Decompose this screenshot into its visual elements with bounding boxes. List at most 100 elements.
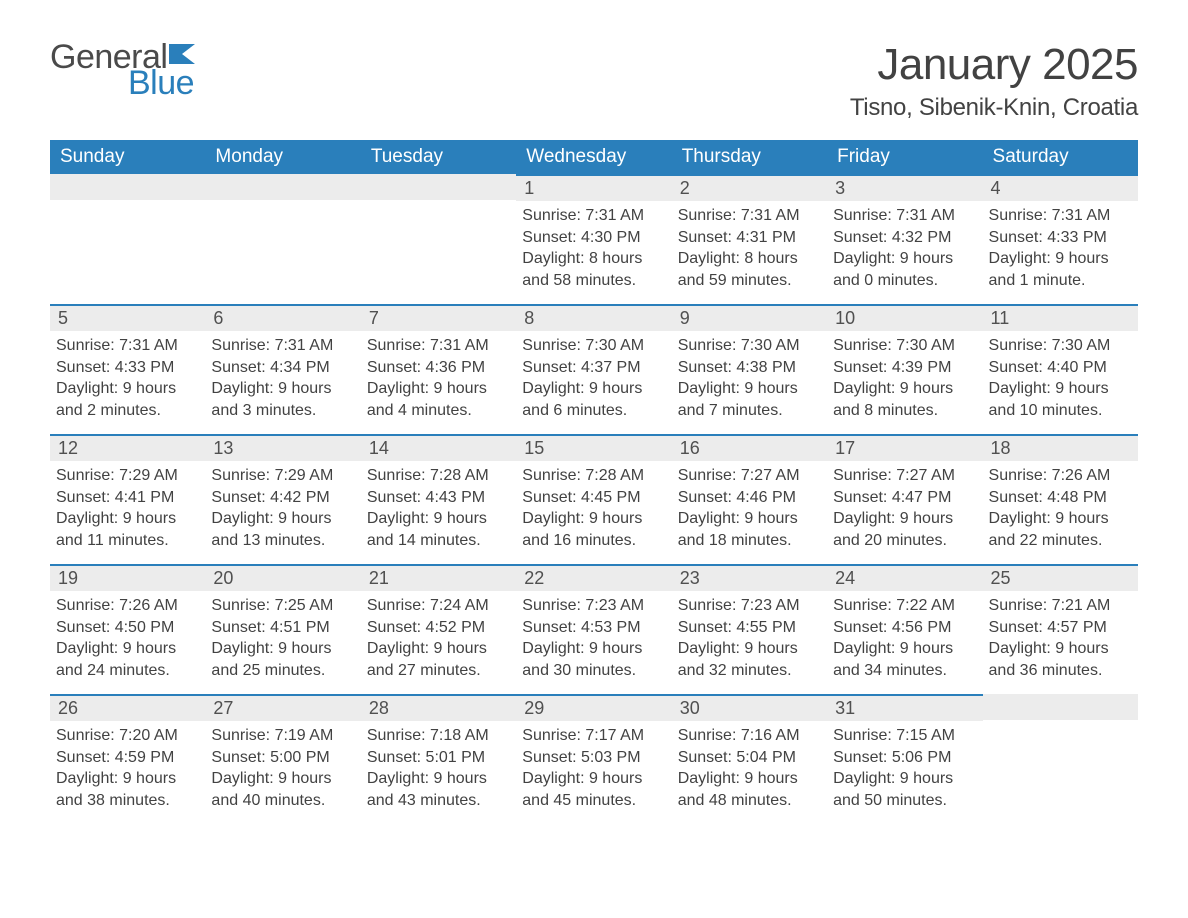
day-sunrise: Sunrise: 7:29 AM xyxy=(56,465,199,487)
day-sunset: Sunset: 4:42 PM xyxy=(211,487,354,509)
day-sunset: Sunset: 5:01 PM xyxy=(367,747,510,769)
calendar-cell: 6Sunrise: 7:31 AMSunset: 4:34 PMDaylight… xyxy=(205,304,360,434)
day-daylight: Daylight: 9 hours and 40 minutes. xyxy=(211,768,354,811)
weekday-header: Friday xyxy=(827,140,982,174)
day-sunrise: Sunrise: 7:30 AM xyxy=(833,335,976,357)
calendar-cell: 24Sunrise: 7:22 AMSunset: 4:56 PMDayligh… xyxy=(827,564,982,694)
day-details: Sunrise: 7:27 AMSunset: 4:46 PMDaylight:… xyxy=(672,461,827,551)
day-sunrise: Sunrise: 7:29 AM xyxy=(211,465,354,487)
weekday-header: Wednesday xyxy=(516,140,671,174)
weekday-header: Monday xyxy=(205,140,360,174)
day-details: Sunrise: 7:17 AMSunset: 5:03 PMDaylight:… xyxy=(516,721,671,811)
day-sunrise: Sunrise: 7:27 AM xyxy=(833,465,976,487)
calendar-cell: 7Sunrise: 7:31 AMSunset: 4:36 PMDaylight… xyxy=(361,304,516,434)
day-details: Sunrise: 7:31 AMSunset: 4:34 PMDaylight:… xyxy=(205,331,360,421)
day-daylight: Daylight: 9 hours and 2 minutes. xyxy=(56,378,199,421)
day-daylight: Daylight: 9 hours and 24 minutes. xyxy=(56,638,199,681)
day-sunrise: Sunrise: 7:16 AM xyxy=(678,725,821,747)
calendar-table: SundayMondayTuesdayWednesdayThursdayFrid… xyxy=(50,140,1138,824)
day-number: 8 xyxy=(516,304,671,331)
day-number: 25 xyxy=(983,564,1138,591)
day-sunset: Sunset: 4:47 PM xyxy=(833,487,976,509)
day-number: 5 xyxy=(50,304,205,331)
day-daylight: Daylight: 8 hours and 58 minutes. xyxy=(522,248,665,291)
calendar-cell: 13Sunrise: 7:29 AMSunset: 4:42 PMDayligh… xyxy=(205,434,360,564)
day-sunset: Sunset: 4:43 PM xyxy=(367,487,510,509)
day-daylight: Daylight: 9 hours and 4 minutes. xyxy=(367,378,510,421)
calendar-cell: 2Sunrise: 7:31 AMSunset: 4:31 PMDaylight… xyxy=(672,174,827,304)
day-daylight: Daylight: 9 hours and 27 minutes. xyxy=(367,638,510,681)
day-sunset: Sunset: 4:48 PM xyxy=(989,487,1132,509)
day-number: 28 xyxy=(361,694,516,721)
day-daylight: Daylight: 9 hours and 43 minutes. xyxy=(367,768,510,811)
day-number: 10 xyxy=(827,304,982,331)
day-sunrise: Sunrise: 7:31 AM xyxy=(56,335,199,357)
day-number: 23 xyxy=(672,564,827,591)
day-details: Sunrise: 7:23 AMSunset: 4:55 PMDaylight:… xyxy=(672,591,827,681)
day-sunrise: Sunrise: 7:28 AM xyxy=(367,465,510,487)
day-number: 11 xyxy=(983,304,1138,331)
day-details: Sunrise: 7:21 AMSunset: 4:57 PMDaylight:… xyxy=(983,591,1138,681)
calendar-cell xyxy=(361,174,516,304)
day-daylight: Daylight: 8 hours and 59 minutes. xyxy=(678,248,821,291)
calendar-cell: 26Sunrise: 7:20 AMSunset: 4:59 PMDayligh… xyxy=(50,694,205,824)
day-number: 12 xyxy=(50,434,205,461)
day-number: 4 xyxy=(983,174,1138,201)
day-daylight: Daylight: 9 hours and 22 minutes. xyxy=(989,508,1132,551)
day-number: 30 xyxy=(672,694,827,721)
day-details: Sunrise: 7:25 AMSunset: 4:51 PMDaylight:… xyxy=(205,591,360,681)
day-daylight: Daylight: 9 hours and 1 minute. xyxy=(989,248,1132,291)
calendar-cell: 10Sunrise: 7:30 AMSunset: 4:39 PMDayligh… xyxy=(827,304,982,434)
day-daylight: Daylight: 9 hours and 38 minutes. xyxy=(56,768,199,811)
day-sunset: Sunset: 4:55 PM xyxy=(678,617,821,639)
day-number xyxy=(983,694,1138,720)
day-number: 14 xyxy=(361,434,516,461)
day-details: Sunrise: 7:23 AMSunset: 4:53 PMDaylight:… xyxy=(516,591,671,681)
day-details: Sunrise: 7:22 AMSunset: 4:56 PMDaylight:… xyxy=(827,591,982,681)
day-sunset: Sunset: 4:57 PM xyxy=(989,617,1132,639)
day-sunset: Sunset: 4:52 PM xyxy=(367,617,510,639)
day-number: 19 xyxy=(50,564,205,591)
calendar-header-row: SundayMondayTuesdayWednesdayThursdayFrid… xyxy=(50,140,1138,174)
calendar-cell: 23Sunrise: 7:23 AMSunset: 4:55 PMDayligh… xyxy=(672,564,827,694)
day-sunset: Sunset: 4:31 PM xyxy=(678,227,821,249)
day-sunrise: Sunrise: 7:17 AM xyxy=(522,725,665,747)
day-daylight: Daylight: 9 hours and 25 minutes. xyxy=(211,638,354,681)
calendar-cell: 31Sunrise: 7:15 AMSunset: 5:06 PMDayligh… xyxy=(827,694,982,824)
day-sunrise: Sunrise: 7:19 AM xyxy=(211,725,354,747)
calendar-cell: 1Sunrise: 7:31 AMSunset: 4:30 PMDaylight… xyxy=(516,174,671,304)
day-details: Sunrise: 7:18 AMSunset: 5:01 PMDaylight:… xyxy=(361,721,516,811)
calendar-cell: 4Sunrise: 7:31 AMSunset: 4:33 PMDaylight… xyxy=(983,174,1138,304)
calendar-cell: 9Sunrise: 7:30 AMSunset: 4:38 PMDaylight… xyxy=(672,304,827,434)
calendar-cell: 17Sunrise: 7:27 AMSunset: 4:47 PMDayligh… xyxy=(827,434,982,564)
day-details: Sunrise: 7:30 AMSunset: 4:40 PMDaylight:… xyxy=(983,331,1138,421)
day-sunset: Sunset: 4:41 PM xyxy=(56,487,199,509)
calendar-cell xyxy=(983,694,1138,824)
day-number: 2 xyxy=(672,174,827,201)
day-daylight: Daylight: 9 hours and 14 minutes. xyxy=(367,508,510,551)
day-daylight: Daylight: 9 hours and 0 minutes. xyxy=(833,248,976,291)
flag-icon xyxy=(169,44,195,64)
day-number: 24 xyxy=(827,564,982,591)
day-sunset: Sunset: 4:32 PM xyxy=(833,227,976,249)
day-details: Sunrise: 7:28 AMSunset: 4:43 PMDaylight:… xyxy=(361,461,516,551)
day-daylight: Daylight: 9 hours and 16 minutes. xyxy=(522,508,665,551)
day-sunset: Sunset: 4:40 PM xyxy=(989,357,1132,379)
day-sunset: Sunset: 4:34 PM xyxy=(211,357,354,379)
day-number: 9 xyxy=(672,304,827,331)
calendar-cell: 27Sunrise: 7:19 AMSunset: 5:00 PMDayligh… xyxy=(205,694,360,824)
day-number: 29 xyxy=(516,694,671,721)
day-number: 13 xyxy=(205,434,360,461)
day-number xyxy=(361,174,516,200)
calendar-cell: 29Sunrise: 7:17 AMSunset: 5:03 PMDayligh… xyxy=(516,694,671,824)
day-daylight: Daylight: 9 hours and 10 minutes. xyxy=(989,378,1132,421)
day-number: 17 xyxy=(827,434,982,461)
day-sunset: Sunset: 4:56 PM xyxy=(833,617,976,639)
calendar-week-row: 19Sunrise: 7:26 AMSunset: 4:50 PMDayligh… xyxy=(50,564,1138,694)
day-sunrise: Sunrise: 7:27 AM xyxy=(678,465,821,487)
day-number: 22 xyxy=(516,564,671,591)
day-number: 7 xyxy=(361,304,516,331)
day-number: 6 xyxy=(205,304,360,331)
day-daylight: Daylight: 9 hours and 8 minutes. xyxy=(833,378,976,421)
day-number: 15 xyxy=(516,434,671,461)
